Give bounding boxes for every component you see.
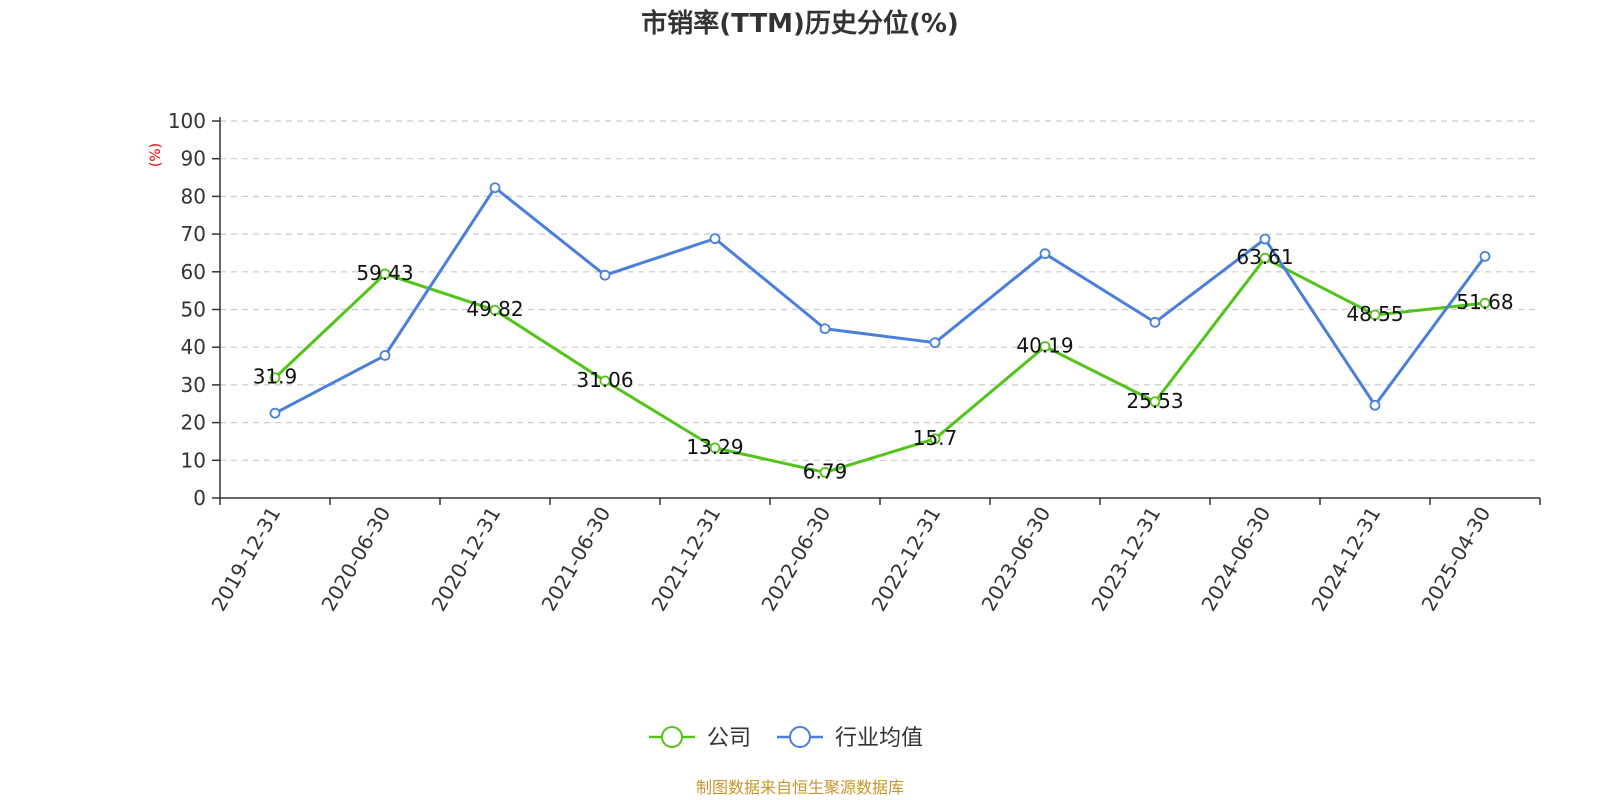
y-tick-label: 60: [181, 260, 206, 284]
legend-label: 公司: [707, 726, 751, 751]
y-axis-ticks: 0 10 20 30 40 50 60 70 80 90 100: [168, 109, 220, 510]
data-label: 48.55: [1346, 302, 1403, 326]
x-tick-label: 2021-12-31: [646, 503, 725, 616]
x-tick-label: 2023-12-31: [1086, 503, 1165, 616]
legend-item[interactable]: 公司: [649, 726, 751, 751]
data-point[interactable]: [379, 268, 391, 280]
legend-label: 行业均值: [835, 726, 923, 751]
data-label: 25.53: [1126, 389, 1183, 413]
y-axis-unit: (%): [148, 143, 164, 167]
data-point[interactable]: [1259, 233, 1271, 245]
data-point[interactable]: [709, 442, 721, 454]
y-tick-label: 10: [181, 448, 206, 472]
chart-title: 市销率(TTM)历史分位(%): [641, 8, 959, 39]
y-tick-label: 90: [181, 147, 206, 171]
data-label: 31.06: [576, 368, 633, 392]
x-tick-label: 2020-06-30: [316, 503, 395, 616]
data-label: 15.7: [913, 426, 958, 450]
series-line: [274, 186, 1487, 415]
data-point[interactable]: [1479, 297, 1491, 309]
data-point[interactable]: [1479, 250, 1491, 262]
data-point[interactable]: [269, 407, 281, 419]
y-tick-label: 20: [181, 411, 206, 435]
data-point[interactable]: [1039, 341, 1051, 352]
x-tick-label: 2025-04-30: [1416, 503, 1495, 616]
data-point[interactable]: [489, 182, 501, 194]
data-point[interactable]: [1149, 396, 1161, 408]
data-label: 49.82: [466, 297, 523, 321]
legend-marker-icon: [789, 726, 811, 748]
data-label: 63.61: [1236, 245, 1293, 269]
data-point[interactable]: [599, 269, 611, 281]
x-axis-ticks: 2019-12-31 2020-06-30 2020-12-31 2021-06-30…: [206, 498, 1541, 616]
y-tick-label: 50: [181, 298, 206, 322]
y-tick-label: 40: [181, 335, 206, 359]
data-point[interactable]: [709, 233, 721, 245]
y-tick-label: 80: [181, 184, 206, 208]
series-group: [269, 182, 1491, 478]
y-tick-label: 70: [181, 222, 206, 246]
data-point[interactable]: [819, 467, 831, 478]
legend[interactable]: 公司 行业均值: [649, 726, 923, 751]
data-label: 6.79: [803, 459, 848, 483]
data-point[interactable]: [269, 372, 281, 384]
x-tick-label: 2022-12-31: [866, 503, 945, 616]
data-point[interactable]: [929, 433, 941, 445]
data-point[interactable]: [1369, 399, 1381, 411]
legend-item[interactable]: 行业均值: [777, 726, 923, 751]
y-tick-label: 100: [168, 109, 206, 133]
data-point[interactable]: [1149, 316, 1161, 328]
x-tick-label: 2020-12-31: [426, 503, 505, 616]
legend-marker-icon: [661, 726, 683, 748]
x-tick-label: 2021-06-30: [536, 503, 615, 616]
data-labels: 31.9 59.43 49.82 31.06 13.29 6.79 15.7 40.19 25.…: [253, 245, 1514, 483]
x-tick-label: 2024-12-31: [1306, 503, 1385, 616]
x-tick-label: 2022-06-30: [756, 503, 835, 616]
data-label: 13.29: [686, 435, 743, 459]
data-label: 31.9: [253, 365, 298, 389]
data-label: 59.43: [356, 261, 413, 285]
data-point[interactable]: [819, 323, 831, 335]
data-point[interactable]: [599, 375, 611, 387]
series-line: [273, 256, 1486, 474]
data-label: 40.19: [1016, 333, 1073, 357]
data-point[interactable]: [1369, 309, 1381, 321]
data-label: 51.68: [1456, 290, 1513, 314]
x-tick-label: 2023-06-30: [976, 503, 1055, 616]
data-point[interactable]: [1039, 248, 1051, 260]
source-note: 制图数据来自恒生聚源数据库: [696, 778, 904, 797]
y-tick-label: 0: [193, 486, 206, 510]
data-point[interactable]: [379, 350, 391, 361]
grid-lines: [220, 120, 1540, 461]
x-tick-label: 2019-12-31: [206, 503, 285, 616]
y-tick-label: 30: [181, 373, 206, 397]
data-point[interactable]: [929, 337, 941, 349]
x-tick-label: 2024-06-30: [1196, 503, 1275, 616]
data-point[interactable]: [489, 304, 501, 316]
data-point[interactable]: [1259, 252, 1271, 264]
